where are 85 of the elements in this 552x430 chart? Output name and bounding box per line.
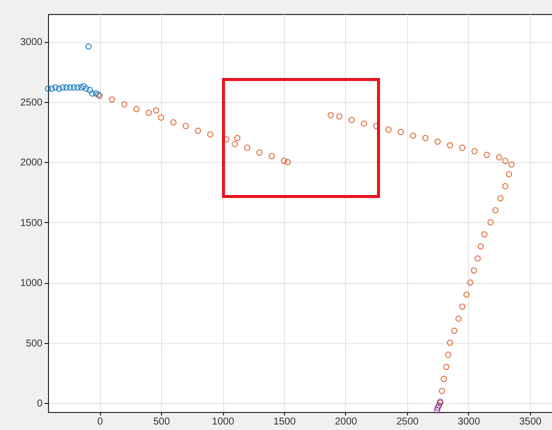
point bbox=[502, 158, 508, 164]
point bbox=[146, 110, 152, 116]
point bbox=[434, 138, 441, 145]
point bbox=[467, 279, 474, 286]
point bbox=[451, 328, 458, 334]
y-tick-label: 0 bbox=[36, 398, 43, 410]
x-tick-label: 1000 bbox=[212, 416, 235, 428]
point bbox=[434, 407, 440, 414]
point bbox=[348, 116, 355, 124]
y-tick-label: 2500 bbox=[20, 97, 43, 108]
point bbox=[158, 114, 164, 121]
point bbox=[463, 291, 470, 298]
point bbox=[502, 183, 508, 190]
point bbox=[506, 171, 512, 178]
x-tick-label: 1500 bbox=[273, 416, 296, 428]
point bbox=[446, 142, 454, 148]
point bbox=[497, 195, 504, 202]
point bbox=[70, 84, 77, 91]
point bbox=[82, 86, 90, 92]
point bbox=[438, 388, 446, 394]
point bbox=[268, 152, 275, 160]
point bbox=[481, 231, 488, 238]
point bbox=[459, 303, 466, 310]
point bbox=[328, 112, 334, 118]
point bbox=[56, 86, 62, 92]
y-tick-label: 3000 bbox=[20, 37, 43, 48]
point bbox=[44, 86, 52, 92]
point bbox=[455, 316, 462, 322]
y-tick-label: 2000 bbox=[20, 158, 43, 169]
point bbox=[360, 120, 368, 127]
point bbox=[48, 86, 55, 92]
point bbox=[459, 144, 466, 151]
point bbox=[484, 152, 490, 158]
point bbox=[60, 84, 66, 91]
point bbox=[66, 84, 74, 91]
point bbox=[92, 90, 100, 97]
point bbox=[52, 84, 59, 91]
point bbox=[86, 86, 93, 94]
point bbox=[496, 154, 502, 160]
point bbox=[256, 149, 263, 156]
point bbox=[444, 352, 452, 358]
point bbox=[153, 107, 160, 114]
y-tick-label: 1500 bbox=[20, 218, 43, 229]
point bbox=[121, 101, 128, 108]
point bbox=[398, 128, 404, 136]
point bbox=[478, 243, 484, 250]
x-tick-label: 500 bbox=[153, 416, 170, 428]
x-tick-label: 2500 bbox=[396, 416, 420, 428]
point bbox=[133, 106, 140, 112]
point bbox=[170, 119, 177, 126]
point bbox=[74, 84, 81, 91]
point bbox=[410, 132, 416, 139]
x-tick-label: 3000 bbox=[458, 416, 480, 428]
point bbox=[207, 131, 214, 138]
y-tick-label: 500 bbox=[26, 338, 43, 350]
point bbox=[78, 84, 84, 91]
point bbox=[85, 43, 92, 50]
x-tick-label: 0 bbox=[97, 416, 104, 428]
point bbox=[434, 404, 441, 411]
point bbox=[280, 158, 288, 164]
point bbox=[446, 340, 454, 346]
point bbox=[194, 128, 202, 134]
point bbox=[232, 140, 238, 148]
point bbox=[244, 144, 250, 151]
point bbox=[284, 158, 291, 166]
y-tick-label: 1000 bbox=[20, 278, 43, 290]
x-tick-label: 3500 bbox=[519, 416, 542, 428]
point bbox=[80, 83, 87, 90]
point bbox=[234, 134, 240, 142]
point bbox=[443, 364, 450, 370]
point bbox=[508, 161, 515, 168]
point bbox=[108, 96, 116, 103]
point bbox=[440, 376, 447, 382]
point bbox=[471, 148, 478, 154]
point bbox=[487, 219, 494, 226]
point bbox=[474, 255, 481, 262]
point bbox=[182, 122, 189, 130]
point bbox=[470, 267, 478, 274]
point bbox=[336, 113, 342, 120]
point bbox=[89, 90, 96, 97]
point bbox=[492, 207, 499, 214]
point bbox=[385, 126, 392, 133]
point bbox=[422, 134, 429, 142]
point bbox=[63, 84, 70, 91]
x-tick-label: 2000 bbox=[334, 416, 358, 428]
